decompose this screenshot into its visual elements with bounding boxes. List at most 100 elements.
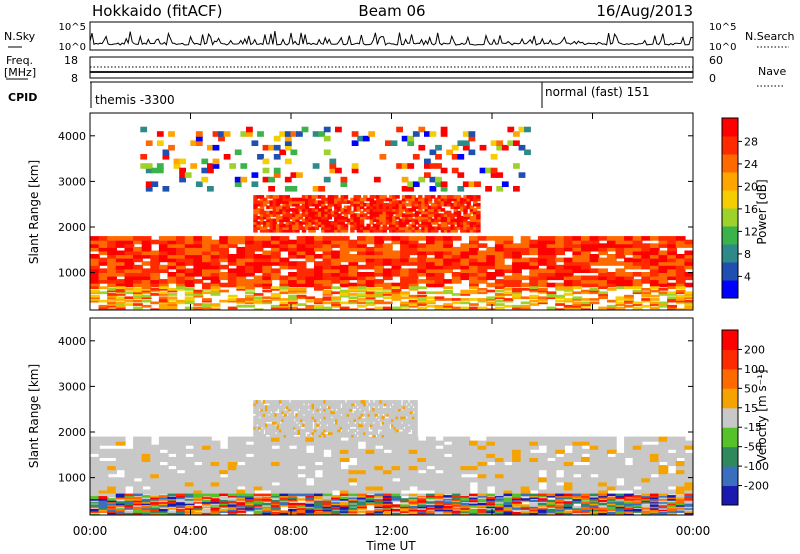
echo-cell bbox=[377, 407, 381, 412]
echo-cell bbox=[563, 282, 574, 288]
echo-cell bbox=[456, 226, 462, 230]
echo-cell bbox=[424, 158, 431, 165]
echo-cell bbox=[309, 413, 313, 417]
echo-cell bbox=[372, 431, 376, 435]
echo-cell bbox=[339, 496, 350, 500]
echo-cell bbox=[279, 306, 290, 310]
echo-cell bbox=[658, 504, 669, 507]
echo-cell bbox=[133, 504, 143, 507]
echo-cell bbox=[356, 202, 362, 207]
echo-cell bbox=[402, 431, 407, 435]
echo-cell bbox=[386, 431, 390, 435]
echo-cell bbox=[334, 221, 339, 225]
echo-cell bbox=[460, 250, 471, 256]
echo-cell bbox=[395, 407, 400, 412]
echo-cell bbox=[414, 402, 418, 407]
echo-cell bbox=[374, 436, 385, 442]
echo-cell bbox=[90, 264, 100, 270]
echo-cell bbox=[494, 508, 505, 512]
echo-cell bbox=[365, 502, 376, 506]
echo-cell bbox=[424, 200, 429, 204]
echo-cell bbox=[440, 186, 448, 192]
echo-cell bbox=[300, 431, 304, 435]
echo-cell bbox=[349, 420, 353, 425]
echo-cell bbox=[331, 469, 341, 475]
echo-cell bbox=[219, 510, 229, 513]
echo-cell bbox=[115, 498, 126, 501]
echo-cell bbox=[426, 444, 436, 450]
echo-cell bbox=[421, 197, 426, 202]
echo-cell bbox=[503, 511, 514, 515]
echo-cell bbox=[486, 246, 497, 252]
echo-cell bbox=[374, 261, 385, 266]
echo-cell bbox=[632, 440, 643, 446]
echo-cell bbox=[563, 239, 574, 245]
echo-cell bbox=[321, 208, 326, 212]
echo-cell bbox=[184, 291, 195, 295]
echo-cell bbox=[133, 289, 143, 293]
echo-cell bbox=[276, 418, 281, 422]
echo-cell bbox=[649, 504, 660, 507]
echo-cell bbox=[133, 489, 143, 495]
echo-cell bbox=[296, 495, 307, 498]
echo-cell bbox=[581, 268, 591, 273]
echo-cell bbox=[288, 306, 298, 310]
echo-cell bbox=[167, 303, 178, 306]
echo-cell bbox=[589, 268, 600, 273]
echo-cell bbox=[314, 501, 324, 504]
echo-cell bbox=[598, 489, 608, 495]
echo-cell bbox=[443, 257, 453, 263]
echo-cell bbox=[255, 400, 260, 404]
echo-cell bbox=[283, 423, 288, 428]
echo-cell bbox=[270, 306, 281, 310]
echo-cell bbox=[262, 508, 273, 512]
echo-cell bbox=[460, 293, 471, 296]
echo-cell bbox=[451, 436, 462, 442]
echo-cell bbox=[332, 434, 337, 438]
echo-cell bbox=[331, 264, 341, 270]
echo-cell bbox=[466, 195, 471, 199]
echo-cell bbox=[443, 250, 453, 256]
echo-cell bbox=[589, 495, 600, 498]
echo-cell bbox=[245, 496, 255, 500]
echo-cell bbox=[376, 226, 381, 230]
echo-cell bbox=[351, 420, 355, 425]
echo-cell bbox=[520, 246, 531, 252]
echo-cell bbox=[426, 510, 436, 513]
echo-cell bbox=[431, 213, 436, 217]
echo-cell bbox=[288, 208, 294, 212]
echo-cell bbox=[494, 289, 505, 293]
echo-cell bbox=[598, 261, 608, 266]
echo-cell bbox=[133, 511, 143, 515]
echo-cell bbox=[115, 298, 126, 301]
echo-cell bbox=[202, 261, 212, 266]
echo-cell bbox=[322, 291, 333, 295]
echo-cell bbox=[382, 456, 393, 462]
echo-cell bbox=[262, 176, 270, 183]
echo-cell bbox=[245, 469, 255, 475]
echo-cell bbox=[266, 229, 271, 233]
echo-cell bbox=[265, 407, 269, 412]
echo-cell bbox=[400, 452, 410, 458]
nsearch-label: N.Search bbox=[745, 30, 795, 43]
echo-cell bbox=[279, 489, 290, 495]
echo-cell bbox=[325, 415, 330, 420]
echo-cell bbox=[322, 239, 333, 245]
echo-cell bbox=[314, 410, 318, 415]
echo-cell bbox=[632, 469, 643, 475]
echo-cell bbox=[450, 218, 455, 223]
echo-cell bbox=[555, 303, 565, 306]
echo-cell bbox=[296, 505, 307, 509]
echo-cell bbox=[107, 288, 117, 291]
echo-cell bbox=[133, 268, 143, 273]
echo-cell bbox=[288, 489, 298, 495]
echo-cell bbox=[270, 246, 281, 252]
echo-cell bbox=[400, 440, 410, 446]
echo-cell bbox=[414, 202, 420, 207]
echo-cell bbox=[262, 452, 273, 458]
echo-cell bbox=[212, 163, 220, 169]
echo-cell bbox=[255, 426, 260, 430]
echo-cell bbox=[115, 293, 126, 296]
echo-cell bbox=[260, 415, 264, 420]
echo-cell bbox=[339, 504, 350, 507]
